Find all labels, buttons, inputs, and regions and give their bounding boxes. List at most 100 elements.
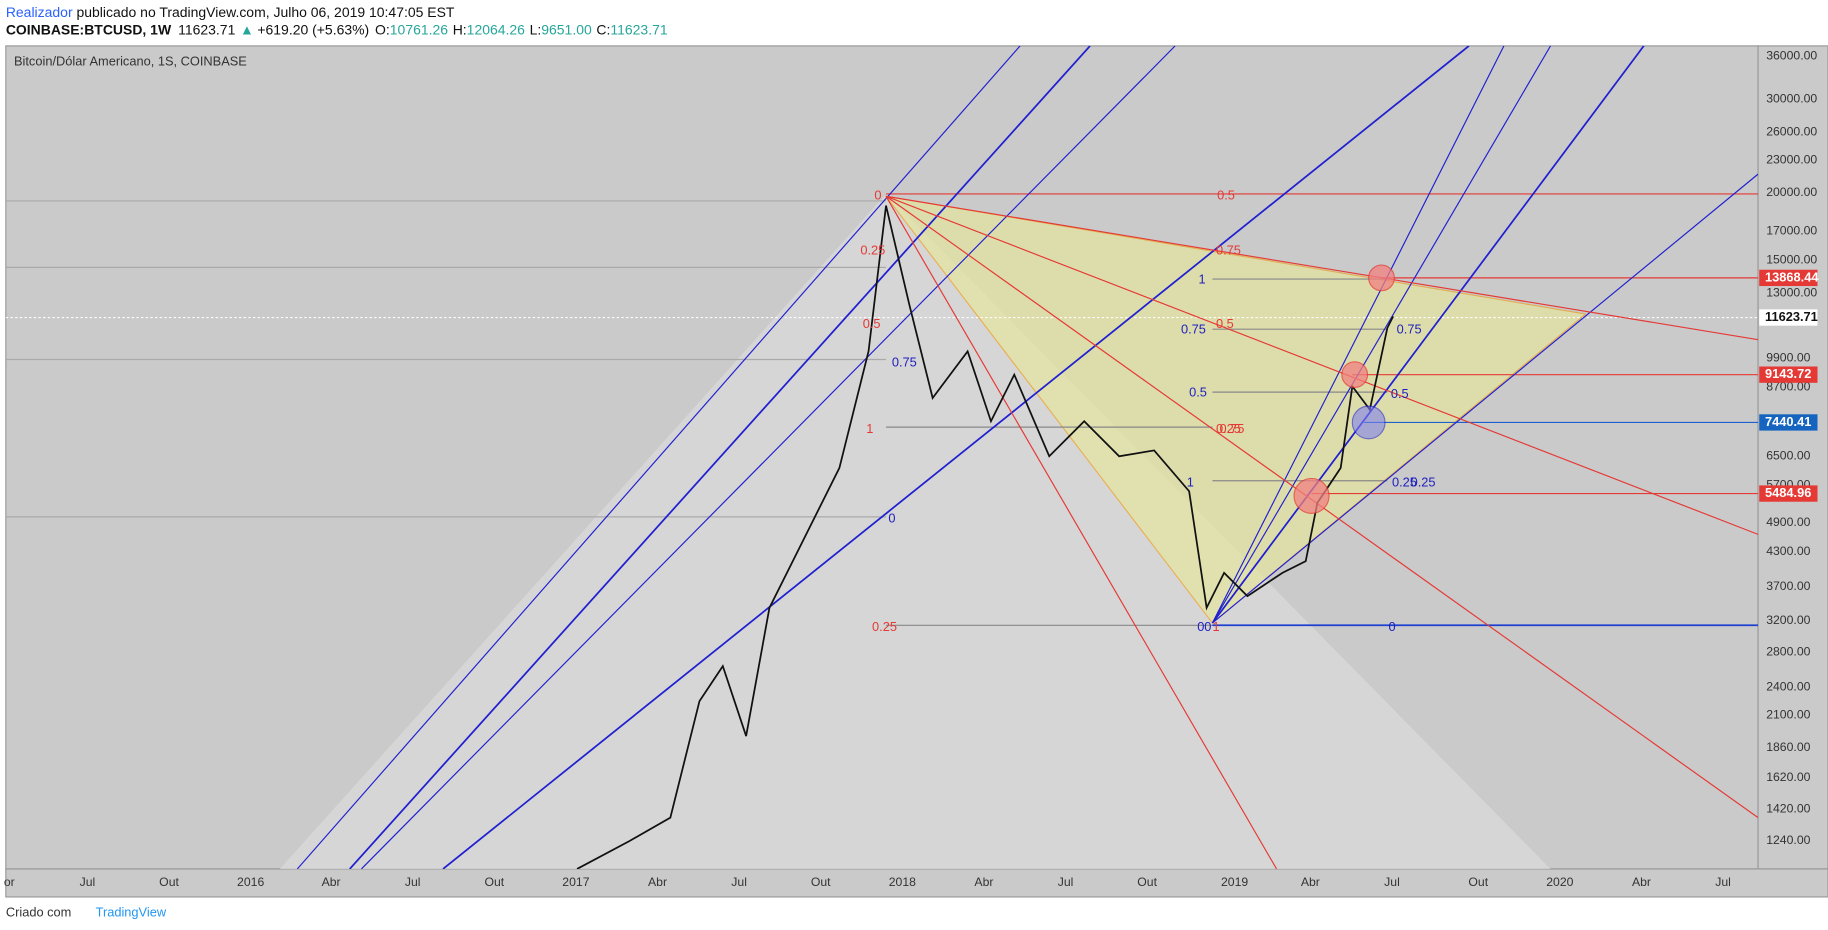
price-label: 20000.00 bbox=[1766, 185, 1817, 199]
fib-label: 0 bbox=[1204, 619, 1211, 634]
price-label: 17000.00 bbox=[1766, 223, 1817, 237]
footer-text: Criado com bbox=[6, 905, 72, 920]
time-label: 2018 bbox=[889, 875, 916, 889]
price-label: 3700.00 bbox=[1766, 579, 1810, 593]
price-tag bbox=[1759, 366, 1818, 383]
time-label: Abr bbox=[1632, 875, 1651, 889]
symbol-line: COINBASE:BTCUSD, 1W 11623.71 ▲ +619.20 (+5.… bbox=[6, 21, 668, 37]
time-label: Jul bbox=[80, 875, 96, 889]
fib-label: 1 bbox=[866, 421, 873, 436]
close: 11623.71 bbox=[610, 21, 667, 37]
footer-brand[interactable]: TradingView bbox=[96, 905, 167, 920]
up-arrow: ▲ bbox=[240, 21, 254, 37]
fib-label: 0.75 bbox=[1219, 421, 1244, 436]
fib-label: 0 bbox=[874, 188, 881, 203]
time-label: Jul bbox=[1058, 875, 1074, 889]
price-axis[interactable] bbox=[1757, 45, 1828, 870]
price-tag bbox=[1759, 414, 1818, 431]
labels: 36000.00 30000.00 26000.00 23000.00 20000.00… bbox=[4, 49, 1819, 890]
price-label: 8700.00 bbox=[1766, 380, 1810, 394]
time-label: Jul bbox=[731, 875, 747, 889]
price-label: 23000.00 bbox=[1766, 152, 1817, 166]
price-tag-label: 13868.44 bbox=[1765, 269, 1819, 284]
time-label: or bbox=[4, 875, 15, 889]
time-label: 2016 bbox=[237, 875, 264, 889]
time-label: Abr bbox=[1301, 875, 1320, 889]
fib-label: 1 bbox=[1198, 272, 1205, 287]
fib-label: 0.25 bbox=[1411, 474, 1436, 489]
fib-label: 0.75 bbox=[892, 354, 917, 369]
time-label: Abr bbox=[322, 875, 341, 889]
last: 11623.71 bbox=[178, 21, 235, 37]
time-label: Out bbox=[1468, 875, 1488, 889]
high: 12064.26 bbox=[467, 21, 525, 37]
price-tag bbox=[1759, 309, 1818, 326]
legend: Bitcoin/Dólar Americano, 1S, COINBASE bbox=[14, 54, 247, 69]
author[interactable]: Realizador bbox=[6, 4, 73, 20]
fib-label: 0 bbox=[1388, 619, 1395, 634]
price-label: 9900.00 bbox=[1766, 351, 1810, 365]
triangle bbox=[884, 195, 1587, 624]
low: 9651.00 bbox=[541, 21, 592, 37]
price-label: 13000.00 bbox=[1766, 285, 1817, 299]
price-tag-label: 11623.71 bbox=[1765, 309, 1818, 324]
price-label: 1860.00 bbox=[1766, 740, 1810, 754]
price-tag bbox=[1759, 485, 1818, 502]
fib-label: 0.75 bbox=[1181, 322, 1206, 337]
open: 10761.26 bbox=[390, 21, 448, 37]
fib-label: 1 bbox=[1212, 619, 1219, 634]
time-label: Jul bbox=[1715, 875, 1731, 889]
price-label: 4900.00 bbox=[1766, 515, 1810, 529]
time-label: Abr bbox=[648, 875, 667, 889]
price-label: 1240.00 bbox=[1766, 833, 1810, 847]
fib-label: 0.25 bbox=[860, 242, 885, 257]
fib-label: 0 bbox=[1197, 619, 1204, 634]
fib-label: 0.5 bbox=[1217, 188, 1235, 203]
fib-label: 0.5 bbox=[1216, 316, 1234, 331]
fib-label: 0.25 bbox=[1216, 421, 1241, 436]
open-label: O: bbox=[375, 21, 390, 37]
fib-label: 1 bbox=[1187, 474, 1194, 489]
close-label: C: bbox=[596, 21, 610, 37]
time-label: Jul bbox=[1384, 875, 1400, 889]
time-label: Out bbox=[159, 875, 179, 889]
price-tag bbox=[1759, 269, 1818, 287]
price-tag-label: 9143.72 bbox=[1765, 366, 1811, 381]
time-axis[interactable] bbox=[5, 868, 1828, 898]
fib-label: 0.25 bbox=[1392, 474, 1417, 489]
price-tag-label: 7440.41 bbox=[1765, 414, 1811, 429]
fib-label: 0.5 bbox=[863, 316, 881, 331]
time-label: 2020 bbox=[1546, 875, 1573, 889]
price-label: 26000.00 bbox=[1766, 124, 1817, 138]
shade bbox=[279, 193, 1551, 869]
price-label: 4300.00 bbox=[1766, 544, 1810, 558]
drawings bbox=[5, 45, 1759, 869]
time-label: Jul bbox=[405, 875, 421, 889]
price-tag-label: 5484.96 bbox=[1765, 485, 1811, 500]
change: +619.20 (+5.63%) bbox=[257, 21, 369, 37]
header-line: Realizador publicado no TradingView.com,… bbox=[6, 4, 455, 20]
price-label: 36000.00 bbox=[1766, 49, 1817, 63]
fib-label: 0.75 bbox=[1397, 322, 1422, 337]
price-label: 1620.00 bbox=[1766, 770, 1810, 784]
low-label: L: bbox=[530, 21, 542, 37]
time-label: Out bbox=[484, 875, 504, 889]
price-label: 2400.00 bbox=[1766, 679, 1810, 693]
high-label: H: bbox=[453, 21, 467, 37]
fib-label: 0.5 bbox=[1189, 385, 1207, 400]
price-label: 30000.00 bbox=[1766, 92, 1817, 106]
symbol: COINBASE:BTCUSD, 1W bbox=[6, 21, 172, 37]
time-label: 2019 bbox=[1221, 875, 1248, 889]
published: publicado no TradingView.com, Julho 06, … bbox=[73, 4, 455, 20]
price-label: 6500.00 bbox=[1766, 448, 1810, 462]
price-label: 2100.00 bbox=[1766, 707, 1810, 721]
price-label: 3200.00 bbox=[1766, 613, 1810, 627]
fib-label: 0 bbox=[888, 511, 895, 526]
price-label: 1420.00 bbox=[1766, 802, 1810, 816]
fib-label: 0.5 bbox=[1391, 386, 1409, 401]
fib-label: 0.75 bbox=[1216, 242, 1241, 257]
price-label: 15000.00 bbox=[1766, 253, 1817, 267]
time-label: Abr bbox=[974, 875, 993, 889]
